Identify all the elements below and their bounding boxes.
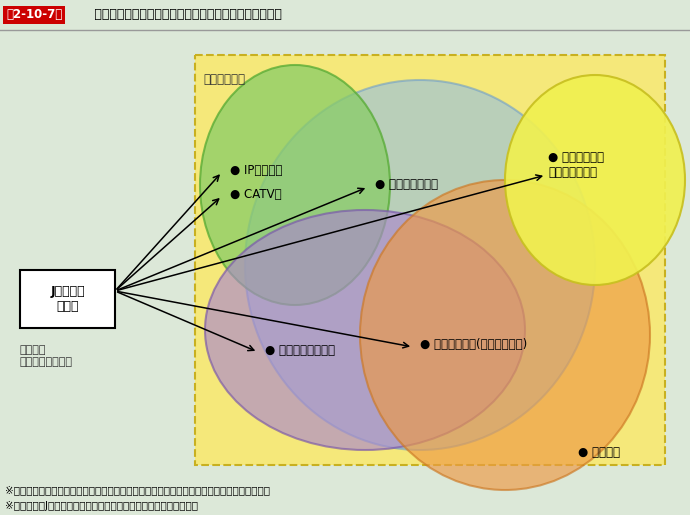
FancyBboxPatch shape — [195, 55, 665, 465]
Text: ● 防災行政無線
（戸別受信機）: ● 防災行政無線 （戸別受信機） — [548, 151, 604, 179]
Ellipse shape — [205, 210, 525, 450]
Text: 市町村の範囲: 市町村の範囲 — [203, 73, 245, 86]
Ellipse shape — [200, 65, 390, 305]
FancyBboxPatch shape — [20, 270, 115, 328]
Text: ● コミュニティ放送: ● コミュニティ放送 — [265, 344, 335, 356]
Ellipse shape — [245, 80, 595, 450]
Text: ※多様な手段を重層的に組み合わせることにより、確実な情報伝達体制を整備することが重要: ※多様な手段を重層的に組み合わせることにより、確実な情報伝達体制を整備することが… — [5, 485, 270, 495]
Ellipse shape — [360, 180, 650, 490]
Text: 第2-10-7図: 第2-10-7図 — [6, 9, 62, 22]
Text: ● 緊急速報メール: ● 緊急速報メール — [375, 179, 438, 192]
Text: Jアラート
受信機: Jアラート 受信機 — [50, 285, 85, 313]
Text: ● IP告知端末: ● IP告知端末 — [230, 163, 282, 177]
Bar — [0, 0, 690, 30]
Text: ※できるだけJアラートの自動起動を活用し、迅速な情報伝達を確保: ※できるだけJアラートの自動起動を活用し、迅速な情報伝達を確保 — [5, 501, 198, 511]
Text: ● 防災行政無線(屋外拡声子局): ● 防災行政無線(屋外拡声子局) — [420, 338, 527, 352]
Text: 住民への多様な情報伝達に関する組み合わせのイメージ: 住民への多様な情報伝達に関する組み合わせのイメージ — [90, 9, 282, 22]
Text: 自動起動
（統合システム）: 自動起動 （統合システム） — [20, 345, 73, 367]
Ellipse shape — [505, 75, 685, 285]
Text: ● CATV等: ● CATV等 — [230, 188, 282, 201]
Text: ● 広報車等: ● 広報車等 — [578, 445, 620, 458]
